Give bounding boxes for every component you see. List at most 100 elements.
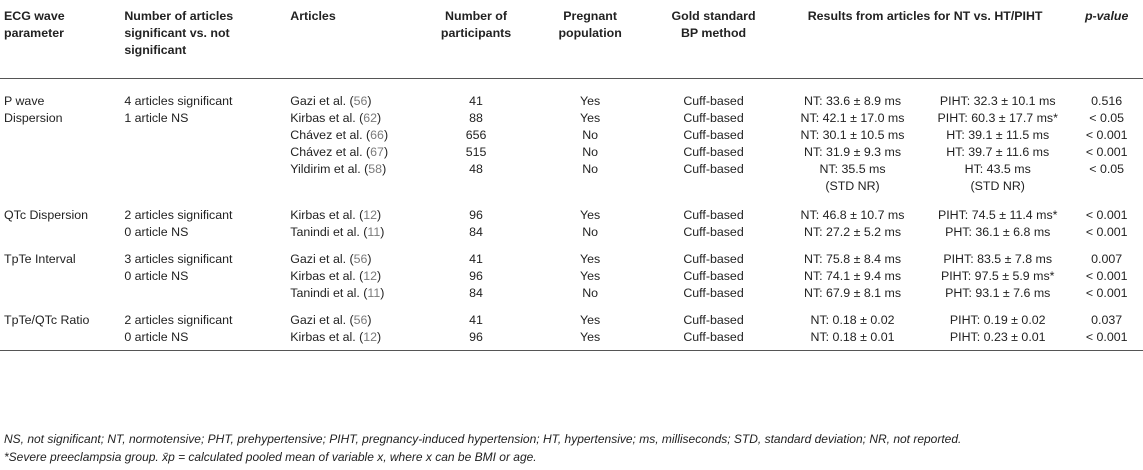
param-cell: P wave [4,93,45,108]
nt-result-cell: NT: 27.2 ± 5.2 ms [780,224,925,241]
ht-result-cell: PIHT: 74.5 ± 11.4 ms* [925,195,1070,224]
citation-link[interactable]: 67 [370,144,384,159]
nt-result-cell: NT: 67.9 ± 8.1 ms [780,285,925,302]
article-cell: Tanindi et al. (11) [286,224,419,241]
article-cell: Yildirim et al. (58) [286,161,419,195]
count-cell: 4 articles significant [124,93,233,108]
participants-cell: 84 [469,224,483,239]
header-row: ECG wave parameter Number of articles sign… [0,0,1143,79]
spacer-row [0,78,1143,93]
bp-method-cell: Cuff-based [683,161,744,176]
author-name: Chávez et al. ( [290,127,371,142]
pvalue-cell: 0.516 [1091,93,1123,108]
table-row: QTc Dispersion 2 articles significant Kirb… [0,195,1143,224]
table-row: 0 article NS Kirbas et al. (12) 96 Yes Cuff-… [0,268,1143,285]
table-row: TpTe Interval 3 articles significant Gazi … [0,241,1143,268]
citation-link[interactable]: 66 [370,127,384,142]
nt-value: NT: 46.8 ± 10.7 ms [800,207,905,222]
ht-result-cell: PIHT: 83.5 ± 7.8 ms [925,241,1070,268]
bp-method-cell: Cuff-based [683,144,744,159]
table-row: Dispersion 1 article NS Kirbas et al. (62)… [0,110,1143,127]
citation-close: ) [382,161,387,176]
ht-result-cell: HT: 39.7 ± 11.6 ms [925,144,1070,161]
ht-value: PIHT: 0.23 ± 0.01 [949,329,1046,344]
bp-method-cell: Cuff-based [683,312,744,327]
count-cell [120,144,286,161]
param-cell: Dispersion [4,110,63,125]
author-name: Kirbas et al. ( [290,207,364,222]
citation-close: ) [377,268,382,283]
nt-value: NT: 31.9 ± 9.3 ms [804,144,902,159]
citation-link[interactable]: 11 [367,224,381,239]
nt-value: NT: 27.2 ± 5.2 ms [804,224,902,239]
article-cell: Kirbas et al. (12) [286,268,419,285]
header-pvalue: p-value [1070,0,1143,79]
ht-result-cell: PIHT: 97.5 ± 5.9 ms* [925,268,1070,285]
ht-value: HT: 39.7 ± 11.6 ms [946,144,1050,159]
header-articles: Articles [286,0,419,79]
ht-result-cell: PIHT: 60.3 ± 17.7 ms* [925,110,1070,127]
header-results: Results from articles for NT vs. HT/PIHT [779,0,1071,79]
citation-link[interactable]: 56 [353,93,368,108]
citation-link[interactable]: 56 [353,312,368,327]
count-cell [120,285,286,302]
citation-close: ) [377,329,382,344]
citation-close: ) [367,251,372,266]
bp-method-cell: Cuff-based [683,268,744,283]
table-row: Yildirim et al. (58) 48 No Cuff-based NT: 35… [0,161,1143,195]
ht-value: PIHT: 32.3 ± 10.1 ms [939,93,1056,108]
ht-value: PHT: 36.1 ± 6.8 ms [945,224,1051,239]
citation-link[interactable]: 56 [353,251,368,266]
ecg-results-table: ECG wave parameter Number of articles sign… [0,0,1143,351]
article-cell: Gazi et al. (56) [286,302,419,329]
footnote-abbreviations: NS, not significant; NT, normotensive; P… [4,432,962,446]
ht-result-cell: PHT: 93.1 ± 7.6 ms [925,285,1070,302]
count-cell: 0 article NS [124,268,189,283]
param-cell [0,328,121,351]
table-row: P wave 4 articles significant Gazi et al. … [0,93,1143,110]
ht-result-cell: PIHT: 0.19 ± 0.02 [925,302,1070,329]
nt-value: NT: 0.18 ± 0.02 [810,312,895,327]
citation-link[interactable]: 12 [363,329,378,344]
pvalue-cell: < 0.001 [1085,144,1128,159]
article-cell: Kirbas et al. (12) [286,328,419,351]
nt-result-cell: NT: 75.8 ± 8.4 ms [780,241,925,268]
count-cell: 3 articles significant [124,251,233,266]
param-cell: TpTe/QTc Ratio [4,312,90,327]
participants-cell: 41 [469,312,483,327]
citation-close: ) [377,207,382,222]
author-name: Tanindi et al. ( [290,285,368,300]
table-body: P wave 4 articles significant Gazi et al. … [0,78,1143,351]
header-participants: Number of participants [419,0,534,79]
citation-link[interactable]: 12 [363,268,378,283]
ht-value: HT: 39.1 ± 11.5 ms [946,127,1050,142]
citation-close: ) [367,312,372,327]
nt-value: NT: 33.6 ± 8.9 ms [804,93,902,108]
article-cell: Kirbas et al. (12) [286,195,419,224]
citation-link[interactable]: 11 [367,285,381,300]
ht-value: PIHT: 74.5 ± 11.4 ms* [937,207,1058,222]
pregnant-cell: Yes [580,93,601,108]
pregnant-cell: Yes [580,268,601,283]
citation-link[interactable]: 12 [363,207,378,222]
ht-value: PHT: 93.1 ± 7.6 ms [945,285,1051,300]
bp-method-cell: Cuff-based [683,110,744,125]
participants-cell: 656 [465,127,487,142]
ht-result-cell: PIHT: 0.23 ± 0.01 [925,328,1071,351]
citation-link[interactable]: 62 [363,110,378,125]
pregnant-cell: Yes [580,207,601,222]
pvalue-cell: < 0.001 [1085,268,1128,283]
ht-value: PIHT: 83.5 ± 7.8 ms [943,251,1053,266]
citation-link[interactable]: 58 [368,161,383,176]
participants-cell: 515 [465,144,487,159]
nt-result-cell: NT: 35.5 ms (STD NR) [780,161,925,195]
nt-result-cell: NT: 31.9 ± 9.3 ms [780,144,925,161]
citation-close: ) [380,224,385,239]
bp-method-cell: Cuff-based [683,207,744,222]
param-cell: QTc Dispersion [4,207,89,222]
nt-result-cell: NT: 0.18 ± 0.02 [780,302,925,329]
count-cell: 2 articles significant [124,312,233,327]
pregnant-cell: Yes [580,312,601,327]
nt-result-cell: NT: 42.1 ± 17.0 ms [780,110,925,127]
citation-close: ) [383,144,389,159]
